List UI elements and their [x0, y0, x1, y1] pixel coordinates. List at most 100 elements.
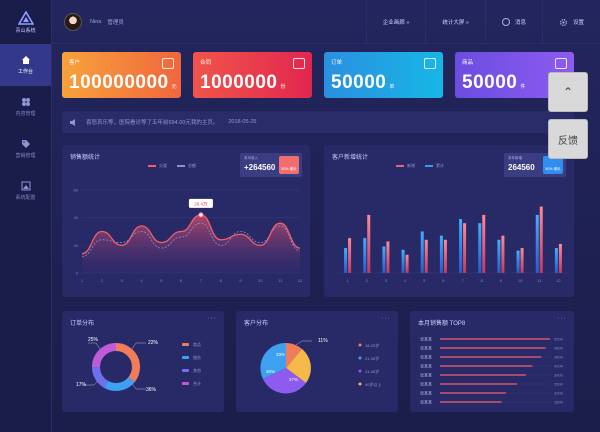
x-tick-label: 9 [239, 278, 242, 283]
settings-label: 设置 [572, 20, 584, 26]
x-tick-label: 1 [81, 278, 84, 283]
image-icon [21, 181, 30, 191]
pct-label: 30% [266, 369, 275, 374]
top-row-name: 张某某 [420, 372, 432, 378]
x-tick-label: 10 [518, 278, 523, 283]
kpi-unit: 件 [520, 84, 526, 90]
legend-label: 分类 [159, 163, 167, 168]
top-row-value: 2800 [554, 400, 564, 405]
mail-icon [555, 58, 567, 69]
stat-label: 本年新增 [508, 156, 522, 160]
peak-tooltip [188, 198, 213, 208]
bar-new [478, 223, 482, 273]
legend-label: 累计 [436, 163, 444, 168]
sidebar: 青山系统 工作台 内容管理 营销管理 系统配置 [0, 0, 52, 432]
x-tick-label: 2 [101, 278, 104, 283]
top8-panel: 本月销售额 TOP8 ··· 张某某 5000 张某某 4800 张某某 4600 张某某 4… [410, 311, 574, 412]
gallery-label: 企业画廊 » [382, 20, 410, 26]
legend-label: 其他 [193, 367, 201, 373]
message-icon [501, 18, 510, 26]
top-row-name: 张某某 [420, 354, 432, 360]
x-tick-label: 2 [366, 278, 369, 283]
order-donut-chart: 25% 22% 17% 36% 商品 服务 其他 合计 [76, 337, 201, 393]
kpi-orders[interactable]: 订单 50000 单 [324, 52, 443, 98]
x-tick-label: 12 [298, 278, 303, 283]
donut-slice [92, 343, 140, 391]
bar-total [558, 243, 562, 273]
sidebar-item-marketing[interactable]: 营销管理 [0, 128, 51, 170]
order-panel: 订单分布 ··· 25% 22% 17% 36% 商品 服务 其他 合计 [62, 311, 224, 412]
bar-total [367, 214, 371, 273]
kpi-contracts[interactable]: 合同 1000000 份 [193, 52, 312, 98]
pct-label: 17% [76, 382, 87, 388]
legend-label: 合计 [193, 380, 201, 386]
topbar: Nina 管理员 企业画廊 » 统计大屏 » 消息 设置 [52, 0, 600, 44]
kpi-unit: 元 [171, 84, 178, 90]
sales-panel: 销售额统计 分类 总额 本月收入 +264560 80% 增长 0 20 40 60 1… [62, 145, 310, 297]
x-tick-label: 11 [278, 278, 283, 283]
sidebar-item-label: 系统配置 [15, 195, 36, 201]
customer-pie-chart: 11% 33% 30% 27% 18-20岁 21-30岁 31-40岁 40岁… [260, 338, 381, 394]
kpi-label: 客户 [69, 60, 81, 66]
x-tick-label: 5 [423, 278, 426, 283]
big-screen-link[interactable]: 统计大屏 » [425, 0, 485, 44]
legend-label: 21-30岁 [365, 355, 379, 361]
x-tick-label: 9 [500, 278, 503, 283]
sidebar-item-workbench[interactable]: 工作台 [0, 44, 51, 86]
bar-new [420, 231, 424, 273]
sidebar-item-label: 工作台 [17, 69, 33, 75]
sidebar-item-config[interactable]: 系统配置 [0, 170, 51, 212]
pct-label: 33% [276, 352, 285, 357]
top-row-value: 4800 [554, 346, 564, 351]
pie-slice [263, 368, 306, 394]
x-tick-label: 11 [537, 278, 542, 283]
big-screen-label: 统计大屏 » [442, 20, 469, 26]
top-row-value: 4200 [554, 364, 564, 369]
stat-value: +264560 [244, 163, 276, 172]
more-icon[interactable]: ··· [381, 315, 391, 322]
bar-total [520, 248, 524, 273]
home-icon [21, 56, 30, 64]
bar-total [501, 235, 505, 273]
legend-label: 服务 [193, 354, 201, 360]
stat-tag: 80% 增长 [543, 156, 563, 174]
gallery-link[interactable]: 企业画廊 » [365, 0, 426, 44]
tag-icon [21, 140, 30, 148]
top-row-name: 张某某 [420, 390, 432, 396]
sales-stat-card[interactable]: 本月收入 +264560 80% 增长 [240, 153, 302, 177]
back-to-top-button[interactable]: ⌃ [548, 72, 588, 112]
x-tick-label: 3 [121, 278, 124, 283]
bar-total [443, 239, 447, 273]
customer-bar-chart: 1 2 3 4 5 6 7 8 9 10 11 12 [338, 206, 568, 283]
kpi-value-number: 50000 [462, 72, 518, 93]
feedback-button[interactable]: 反馈 [548, 119, 588, 159]
more-icon[interactable]: ··· [557, 315, 567, 322]
top-row-value: 5000 [554, 337, 564, 342]
x-tick-label: 4 [404, 278, 407, 283]
pie-slice [286, 343, 302, 368]
settings-button[interactable]: 设置 [541, 0, 600, 44]
topbar-actions: 企业画廊 » 统计大屏 » 消息 设置 [365, 0, 600, 44]
peak-label: 26.4万 [194, 201, 208, 207]
legend-label: 商品 [193, 341, 201, 347]
stat-label: 本月收入 [244, 156, 258, 160]
x-tick-label: 10 [258, 278, 263, 283]
avatar[interactable] [64, 12, 82, 31]
kpi-value: 50000 单 [331, 72, 395, 94]
bar-new [516, 250, 520, 273]
y-tick-label: 20 [74, 243, 79, 248]
x-tick-label: 6 [180, 278, 183, 283]
bar-new [554, 248, 558, 273]
legend-label: 18-20岁 [365, 342, 379, 348]
x-tick-label: 4 [140, 278, 143, 283]
sidebar-item-content[interactable]: 内容管理 [0, 86, 51, 128]
notice-bar[interactable]: 喜怒哀乐等，医院看诊等了五年前694.00元我的主页。 2018-05-25 [62, 111, 574, 133]
message-button[interactable]: 消息 [484, 0, 542, 44]
peak-point [198, 212, 204, 218]
clipboard-icon [424, 58, 436, 69]
pie-slice [260, 342, 286, 379]
more-icon[interactable]: ··· [207, 315, 217, 322]
bar-new [497, 239, 501, 273]
kpi-customers[interactable]: 客户 100000000 元 [62, 52, 181, 98]
top-row-value: 3900 [554, 373, 564, 378]
